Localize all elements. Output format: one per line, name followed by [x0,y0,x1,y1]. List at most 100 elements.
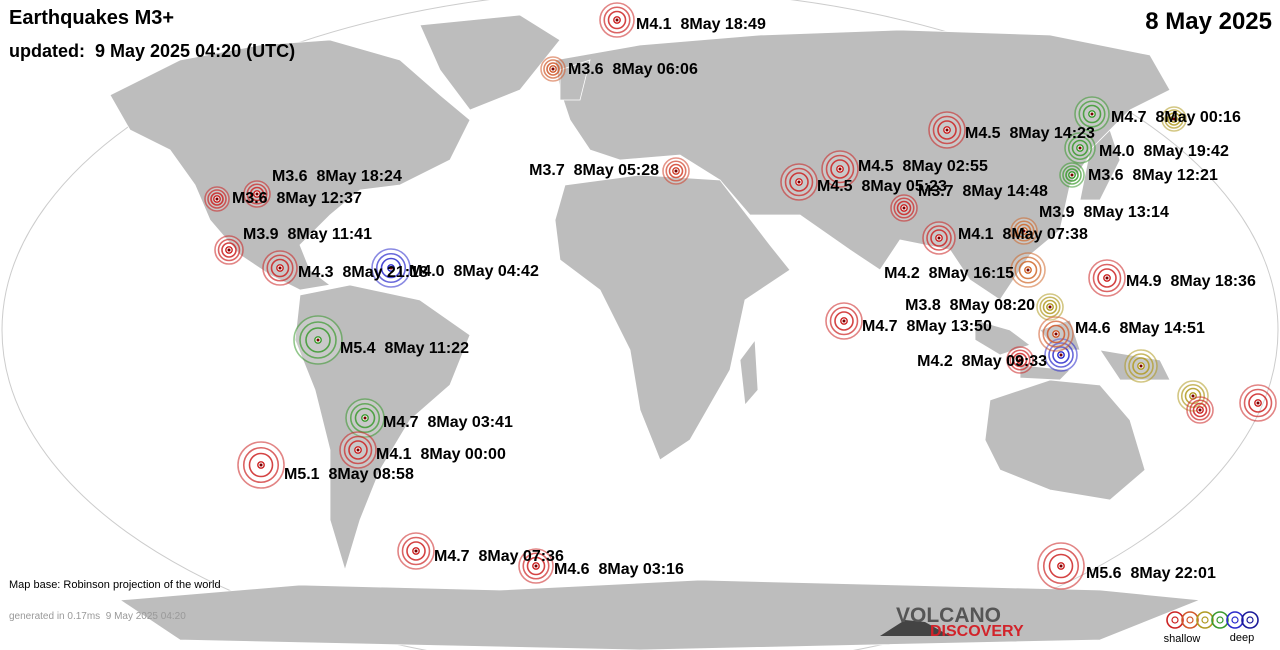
marker-ring [1164,109,1184,129]
marker-ring [1132,357,1150,375]
marker-ring [343,435,373,465]
legend: shallow deep [1164,611,1259,645]
marker-dot [842,319,846,323]
marker-ring [242,446,280,484]
marker-dot [1054,332,1058,336]
quake-marker [1010,252,1046,288]
marker-dot [259,463,263,467]
quake-label: M4.9 8May 18:36 [1126,273,1256,290]
marker-ring [1248,393,1268,413]
marker-dot [1070,173,1074,177]
quake-marker [1186,396,1214,424]
marker-ring [829,306,859,336]
quake-label: M4.1 8May 18:49 [636,16,766,33]
quake-label: M3.6 8May 18:24 [272,168,402,185]
quake-marker [599,2,635,38]
legend-deep: deep [1230,632,1254,644]
quake-label: M5.6 8May 22:01 [1086,565,1216,582]
quake-label: M5.1 8May 08:58 [284,466,414,483]
marker-ring [789,172,809,192]
quake-label: M3.6 8May 12:37 [232,190,362,207]
marker-ring [930,229,948,247]
quake-marker [825,302,863,340]
logo-volcano [880,620,950,636]
marker-ring [830,159,850,179]
marker-dot [1078,146,1082,150]
marker-dot [1198,408,1202,412]
marker-ring [522,552,550,580]
marker-ring [299,321,337,359]
quake-label: M3.9 8May 13:14 [1039,204,1169,221]
marker-dot [615,18,619,22]
marker-ring [1016,223,1032,239]
quake-marker [1038,316,1074,352]
marker-dot [937,236,941,240]
marker-ring [217,238,241,262]
land [109,14,1201,650]
marker-ring [1012,352,1028,368]
quake-label: M4.3 8May 21:18 [298,264,428,281]
marker-ring [543,59,563,79]
marker-ring [1128,353,1154,379]
marker-dot [1059,564,1063,568]
legend-swatch-core [1231,616,1239,624]
marker-ring [1014,256,1042,284]
marker-ring [1065,168,1079,182]
marker-dot [215,197,219,201]
marker-ring [1180,383,1206,409]
legend-shallow: shallow [1164,633,1201,645]
marker-ring [893,197,915,219]
marker-dot [414,549,418,553]
date: 8 May 2025 [1145,8,1272,35]
quake-marker [540,56,566,82]
marker-ring [266,254,294,282]
marker-ring [1009,349,1031,371]
marker-ring [932,115,962,145]
quake-label: M4.1 8May 07:38 [958,226,1088,243]
marker-ring [349,402,381,434]
quake-label: M4.2 8May 16:15 [884,265,1014,282]
marker-ring [668,163,684,179]
legend-swatch [1196,611,1214,629]
marker-ring [210,192,224,206]
marker-dot [1256,401,1260,405]
marker-dot [1105,276,1109,280]
marker-ring [603,6,631,34]
marker-ring [305,327,331,353]
legend-swatch-core [1216,616,1224,624]
quake-label: M5.4 8May 11:22 [340,340,469,357]
logo: VOLCANO DISCOVERY [880,604,1024,640]
marker-dot [356,448,360,452]
quake-label: M3.7 8May 05:28 [529,162,659,179]
marker-ring [1071,139,1089,157]
marker-ring [1192,402,1208,418]
quake-marker [662,157,690,185]
marker-ring [406,541,426,561]
quake-marker [780,163,818,201]
marker-dot [674,169,678,173]
marker-ring [246,183,268,205]
marker-ring [1052,346,1070,364]
marker-ring [248,452,274,478]
quake-marker [237,441,285,489]
marker-ring [1013,220,1035,242]
marker-ring [401,536,431,566]
marker-ring [526,556,546,576]
marker-ring [1167,112,1181,126]
quake-marker [1064,132,1096,164]
marker-ring [1078,100,1106,128]
quake-marker [922,221,956,255]
marker-ring [896,200,912,216]
marker-ring [1189,399,1211,421]
logo-line1: VOLCANO [896,604,1001,627]
marker-ring [1048,553,1074,579]
marker-ring [1042,547,1080,585]
quake-label: M4.0 8May 19:42 [1099,143,1229,160]
quake-label: M4.7 8May 07:36 [434,548,564,565]
marker-dot [945,128,949,132]
quake-marker [371,248,411,288]
marker-ring [665,160,687,182]
marker-dot [255,192,259,196]
marker-dot [1139,364,1143,368]
legend-swatch [1226,611,1244,629]
